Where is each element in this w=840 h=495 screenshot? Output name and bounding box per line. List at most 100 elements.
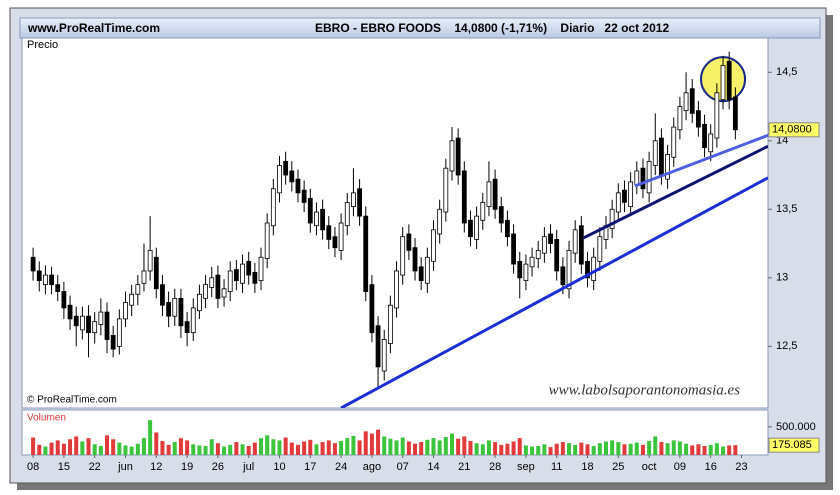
volume-bar xyxy=(425,439,430,455)
volume-bar xyxy=(640,444,645,455)
volume-bar xyxy=(295,444,300,455)
volume-bar xyxy=(665,443,670,455)
candle-body xyxy=(55,284,61,292)
plot-marks xyxy=(30,51,768,408)
volume-bar xyxy=(690,445,695,455)
volume-bar xyxy=(326,440,331,455)
volume-bar xyxy=(505,443,510,455)
volume-bar xyxy=(246,446,251,455)
candle-body xyxy=(326,225,332,240)
candle-body xyxy=(104,311,110,340)
volume-bar xyxy=(209,439,214,455)
volume-bar xyxy=(277,440,282,455)
candle-body xyxy=(166,302,172,317)
volume-bar xyxy=(530,446,535,455)
volume-bar xyxy=(172,442,177,455)
candle-body xyxy=(190,307,196,334)
y-tick-label: 14 xyxy=(776,135,788,147)
x-tick-label: 11 xyxy=(551,461,562,473)
candle-body xyxy=(301,189,307,203)
candle-body xyxy=(227,270,233,292)
volume-bar xyxy=(129,446,134,455)
candle-body xyxy=(252,271,258,284)
volume-bar xyxy=(234,442,239,455)
volume-bar xyxy=(714,443,719,455)
candle-body xyxy=(264,222,270,260)
volume-bar xyxy=(252,442,257,455)
trend-line xyxy=(340,176,768,408)
volume-bar xyxy=(86,438,91,455)
y-tick-label: 13,5 xyxy=(776,203,797,215)
trend-line xyxy=(582,144,768,240)
candle-body xyxy=(437,208,443,235)
volume-bar xyxy=(363,431,368,455)
candle-body xyxy=(566,250,572,290)
x-tick-label: 09 xyxy=(674,461,686,473)
candle-body xyxy=(178,297,184,327)
candle-body xyxy=(732,96,738,131)
candle-body xyxy=(548,233,553,244)
candle-body xyxy=(677,106,683,131)
volume-bar xyxy=(228,444,233,455)
x-tick-label: 19 xyxy=(181,461,193,473)
candle-body xyxy=(381,339,387,372)
x-tick-label: 16 xyxy=(705,461,717,473)
candle-body xyxy=(640,167,646,190)
candle-body xyxy=(406,233,412,251)
candle-body xyxy=(203,284,208,299)
volume-bar xyxy=(671,440,676,455)
candle-body xyxy=(412,247,418,272)
candle-body xyxy=(110,334,116,350)
candle-body xyxy=(424,256,430,284)
candle-body xyxy=(36,270,42,281)
candle-body xyxy=(92,321,98,334)
volume-bar xyxy=(419,442,424,455)
volume-bar xyxy=(647,440,652,455)
volume-bar xyxy=(178,438,183,455)
volume-bar xyxy=(117,442,122,455)
candle-body xyxy=(172,297,178,317)
x-tick-label: 17 xyxy=(304,461,316,473)
candle-body xyxy=(160,284,165,306)
candle-body xyxy=(73,315,79,327)
candle-body xyxy=(523,263,529,281)
trend-line xyxy=(634,133,768,188)
panel-label: Precio xyxy=(27,39,58,51)
candle-body xyxy=(30,256,36,272)
volume-bar xyxy=(591,446,596,455)
candle-body xyxy=(283,160,289,176)
volume-bar xyxy=(240,444,245,455)
candle-body xyxy=(141,270,147,284)
candle-body xyxy=(714,92,720,139)
volume-bar xyxy=(677,441,682,455)
volume-bar xyxy=(443,437,448,455)
candle-body xyxy=(184,321,190,334)
watermark: www.labolsaporantonomasia.es xyxy=(549,382,741,398)
x-tick-label: sep xyxy=(517,461,535,473)
volume-bar xyxy=(98,446,103,455)
candle-body xyxy=(98,311,104,325)
volume-bar xyxy=(610,440,615,455)
volume-bar xyxy=(105,435,110,455)
site-name: www.ProRealTime.com xyxy=(27,21,160,35)
candle-body xyxy=(43,274,48,286)
candle-body xyxy=(233,269,239,281)
volume-bar xyxy=(616,442,621,455)
x-tick-label: 25 xyxy=(612,461,624,473)
candle-body xyxy=(646,160,652,194)
candle-body xyxy=(375,325,381,368)
volume-bar xyxy=(49,442,54,455)
x-tick-label: 15 xyxy=(58,461,70,473)
y-tick-label: 14,5 xyxy=(776,66,797,78)
candle-body xyxy=(320,208,326,231)
y-tick-label: 13 xyxy=(776,272,788,284)
volume-bar xyxy=(548,447,553,455)
volume-bar xyxy=(733,445,738,455)
candle-body xyxy=(597,236,603,262)
candle-body xyxy=(49,274,54,286)
candle-body xyxy=(209,277,215,288)
volume-bar xyxy=(696,444,701,455)
candle-body xyxy=(86,315,91,334)
x-tick-label: 24 xyxy=(335,461,347,473)
candle-body xyxy=(123,302,128,320)
